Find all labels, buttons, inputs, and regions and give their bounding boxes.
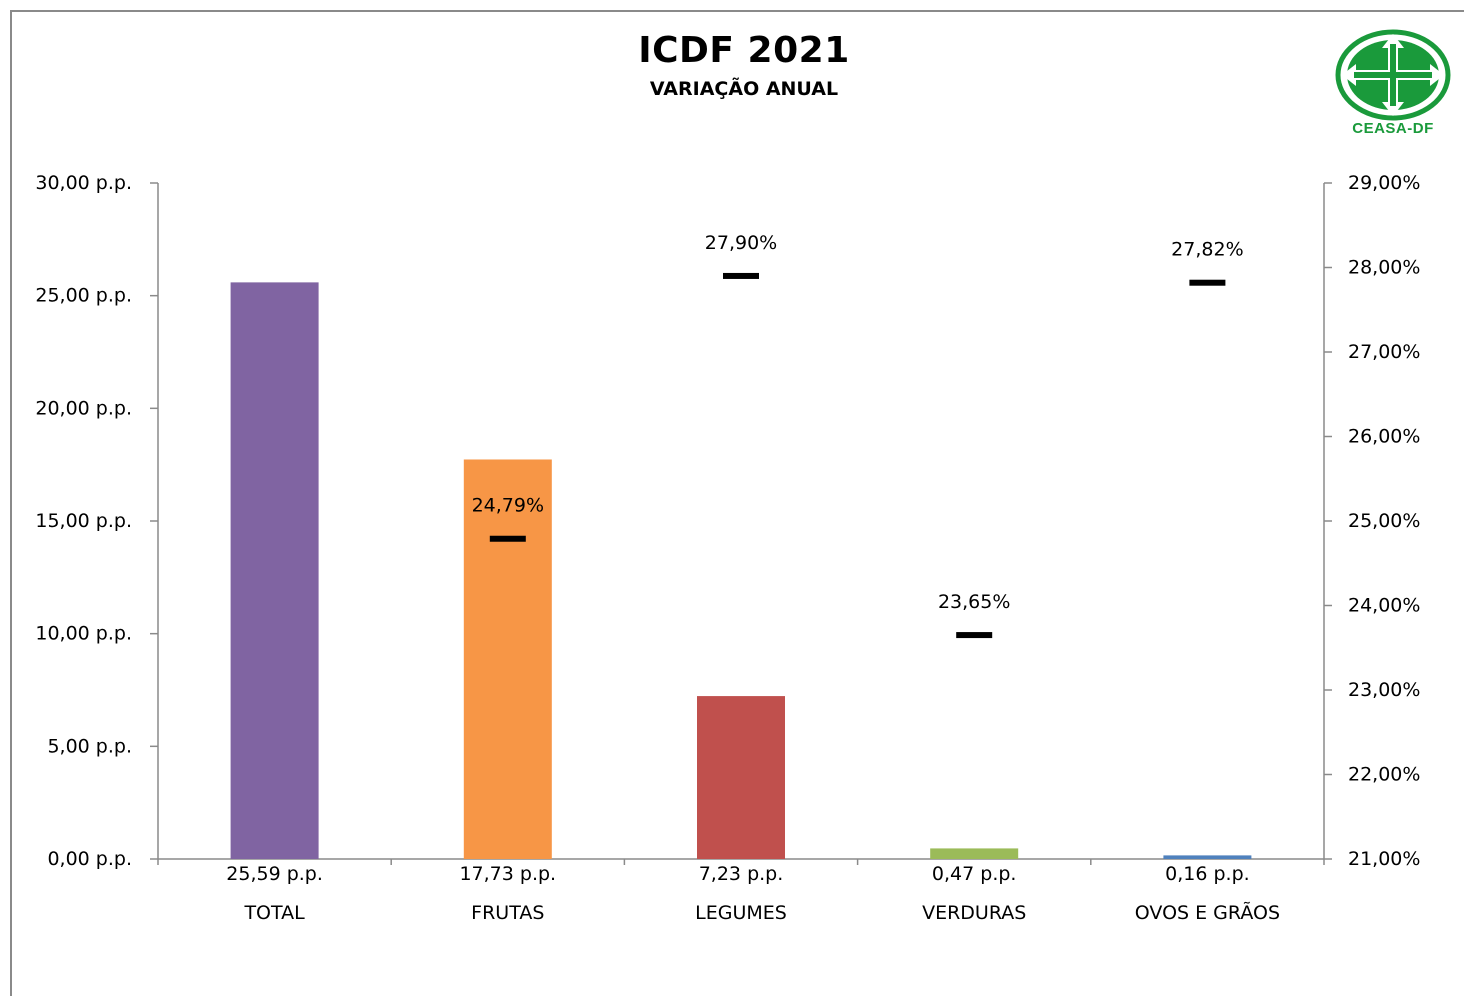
left-axis-tick-label: 20,00 p.p. (35, 397, 132, 419)
bar-value-label: 0,16 p.p. (1165, 863, 1250, 885)
right-axis-tick-label: 29,00% (1348, 172, 1420, 194)
bar-value-label: 7,23 p.p. (699, 863, 784, 885)
bar (1163, 855, 1252, 859)
right-axis-tick-label: 24,00% (1348, 595, 1420, 617)
bar (230, 282, 319, 859)
right-axis-tick-label: 22,00% (1348, 764, 1420, 786)
left-axis-tick-label: 25,00 p.p. (35, 285, 132, 307)
bar (930, 848, 1019, 859)
chart-subtitle: VARIAÇÃO ANUAL (649, 78, 839, 100)
ceasa-df-logo-icon (1335, 29, 1451, 121)
right-axis-tick-label: 28,00% (1348, 257, 1420, 279)
marker-dash (1189, 279, 1226, 286)
marker-value-label: 24,79% (472, 495, 544, 517)
bar (697, 696, 785, 859)
marker-dash (489, 535, 526, 542)
bar (463, 459, 552, 859)
marker-value-label: 27,90% (705, 232, 777, 254)
category-label: LEGUMES (695, 902, 787, 924)
category-label: VERDURAS (922, 902, 1026, 924)
left-axis-tick-label: 10,00 p.p. (35, 623, 132, 645)
right-axis-tick-label: 25,00% (1348, 510, 1420, 532)
chart-title: ICDF 2021 (638, 30, 850, 71)
right-axis-tick-label: 23,00% (1348, 679, 1420, 701)
bar-value-label: 25,59 p.p. (226, 863, 323, 885)
right-axis-tick-label: 26,00% (1348, 426, 1420, 448)
left-axis-tick-label: 0,00 p.p. (47, 848, 132, 870)
bar-value-label: 0,47 p.p. (932, 863, 1017, 885)
chart-frame (10, 10, 1464, 996)
category-label: OVOS E GRÃOS (1135, 901, 1280, 924)
category-label: FRUTAS (471, 902, 544, 924)
marker-value-label: 23,65% (938, 591, 1010, 613)
marker-dash (956, 632, 993, 639)
marker-dash (723, 272, 759, 279)
left-axis-tick-label: 5,00 p.p. (47, 735, 132, 757)
bar-value-label: 17,73 p.p. (459, 863, 556, 885)
right-axis-tick-label: 21,00% (1348, 848, 1420, 870)
logo-text: CEASA-DF (1352, 120, 1434, 137)
left-axis-tick-label: 15,00 p.p. (35, 510, 132, 532)
right-axis-tick-label: 27,00% (1348, 341, 1420, 363)
left-axis-tick-label: 30,00 p.p. (35, 172, 132, 194)
category-label: TOTAL (243, 902, 305, 924)
marker-value-label: 27,82% (1171, 239, 1243, 261)
